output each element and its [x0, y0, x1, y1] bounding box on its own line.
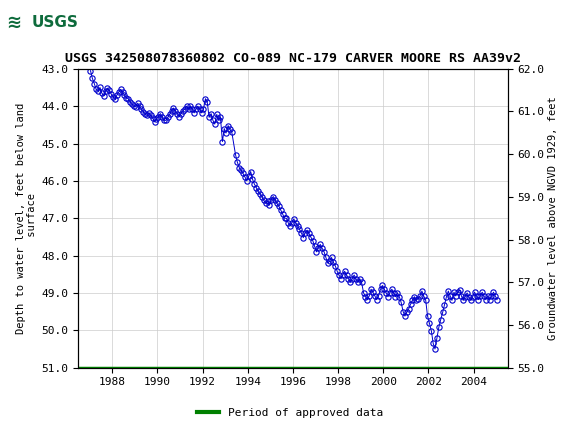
FancyBboxPatch shape	[3, 3, 78, 42]
Text: ≋: ≋	[6, 14, 21, 31]
Y-axis label: Groundwater level above NGVD 1929, feet: Groundwater level above NGVD 1929, feet	[548, 96, 559, 340]
Text: USGS: USGS	[32, 15, 79, 30]
Title: USGS 342508078360802 CO-089 NC-179 CARVER MOORE RS AA39v2: USGS 342508078360802 CO-089 NC-179 CARVE…	[65, 52, 521, 65]
Y-axis label: Depth to water level, feet below land
 surface: Depth to water level, feet below land su…	[16, 103, 38, 334]
Legend: Period of approved data: Period of approved data	[193, 403, 387, 422]
